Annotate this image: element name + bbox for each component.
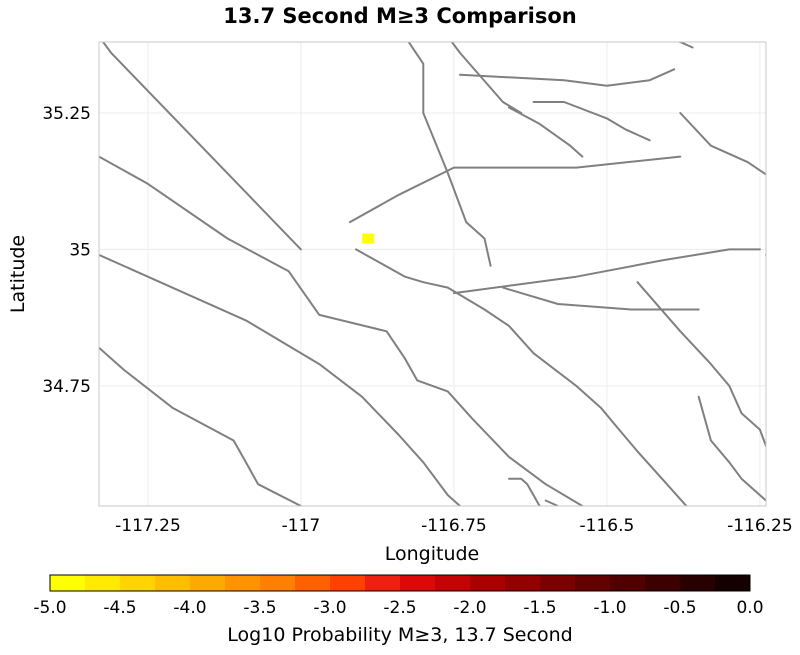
fault-line bbox=[636, 281, 766, 449]
fault-line bbox=[99, 253, 461, 506]
colorbar-swatch bbox=[120, 575, 156, 591]
colorbar-swatch bbox=[715, 575, 751, 591]
x-tick-label: -117 bbox=[282, 516, 321, 536]
colorbar-swatch bbox=[155, 575, 191, 591]
colorbar-swatch bbox=[190, 575, 226, 591]
fault-line bbox=[508, 106, 584, 158]
colorbar-swatch bbox=[365, 575, 401, 591]
fault-line bbox=[508, 477, 541, 506]
colorbar-tick-label: -1.5 bbox=[523, 598, 556, 618]
fault-line bbox=[697, 395, 766, 502]
colorbar-tick-label: -1.0 bbox=[593, 598, 626, 618]
fault-line bbox=[459, 68, 676, 87]
colorbar-tick-label: -5.0 bbox=[33, 598, 66, 618]
y-tick-label: 35.25 bbox=[42, 104, 91, 124]
colorbar-tick-label: 0.0 bbox=[736, 598, 763, 618]
colorbar-swatch bbox=[435, 575, 471, 591]
y-tick-label: 35 bbox=[69, 240, 91, 260]
fault-line bbox=[99, 346, 302, 506]
fault-line bbox=[99, 155, 584, 506]
x-tick-label: -116.75 bbox=[421, 516, 487, 536]
colorbar-tick-label: -3.5 bbox=[243, 598, 276, 618]
x-tick-label: -117.25 bbox=[115, 516, 181, 536]
x-tick-label: -116.25 bbox=[727, 516, 793, 536]
fault-line bbox=[101, 42, 302, 251]
fault-line bbox=[348, 155, 682, 224]
colorbar bbox=[49, 574, 751, 592]
colorbar-swatch bbox=[330, 575, 366, 591]
map-title: 13.7 Second M≥3 Comparison bbox=[223, 4, 576, 28]
y-tick-label: 34.75 bbox=[42, 377, 91, 397]
grid-lines bbox=[99, 42, 766, 506]
probability-cell bbox=[362, 233, 375, 244]
colorbar-swatch bbox=[85, 575, 121, 591]
colorbar-swatch bbox=[680, 575, 716, 591]
colorbar-label: Log10 Probability M≥3, 13.7 Second bbox=[227, 624, 572, 646]
colorbar-tick-label: -2.0 bbox=[453, 598, 486, 618]
colorbar-tick-label: -4.5 bbox=[103, 598, 136, 618]
fault-line bbox=[544, 499, 559, 506]
fault-line bbox=[407, 42, 492, 267]
colorbar-swatch bbox=[400, 575, 436, 591]
colorbar-swatch bbox=[260, 575, 296, 591]
colorbar-swatch bbox=[645, 575, 681, 591]
fault-line bbox=[450, 42, 523, 114]
x-tick-label: -116.5 bbox=[579, 516, 634, 536]
fault-line bbox=[452, 248, 761, 295]
colorbar-swatch bbox=[470, 575, 506, 591]
colorbar-swatch bbox=[575, 575, 611, 591]
fault-line bbox=[532, 101, 651, 142]
fault-lines bbox=[99, 42, 766, 506]
y-axis-ticks: 35.25 35 34.75 bbox=[42, 104, 91, 397]
fault-line bbox=[765, 253, 766, 257]
colorbar-tick-label: -3.0 bbox=[313, 598, 346, 618]
fault-line bbox=[501, 286, 700, 311]
colorbar-swatch bbox=[50, 575, 86, 591]
fault-line bbox=[355, 248, 688, 506]
colorbar-swatch bbox=[610, 575, 646, 591]
colorbar-swatch bbox=[505, 575, 541, 591]
colorbar-tick-label: -0.5 bbox=[663, 598, 696, 618]
y-axis-label: Latitude bbox=[7, 235, 29, 313]
colorbar-ticks: -5.0 -4.5 -4.0 -3.5 -3.0 -2.5 -2.0 -1.5 -1.0 -0.5… bbox=[33, 598, 763, 618]
fault-line bbox=[679, 112, 766, 176]
colorbar-tick-label: -4.0 bbox=[173, 598, 206, 618]
x-axis-ticks: -117.25 -117 -116.75 -116.5 -116.25 bbox=[115, 516, 793, 536]
colorbar-swatch bbox=[540, 575, 576, 591]
colorbar-tick-label: -2.5 bbox=[383, 598, 416, 618]
x-axis-label: Longitude bbox=[385, 543, 480, 565]
plot-frame bbox=[98, 41, 767, 507]
probability-marker-layer bbox=[362, 233, 375, 244]
colorbar-swatch bbox=[295, 575, 331, 591]
colorbar-swatch bbox=[225, 575, 261, 591]
colorbar-frame bbox=[49, 574, 751, 592]
fault-line bbox=[676, 42, 694, 49]
